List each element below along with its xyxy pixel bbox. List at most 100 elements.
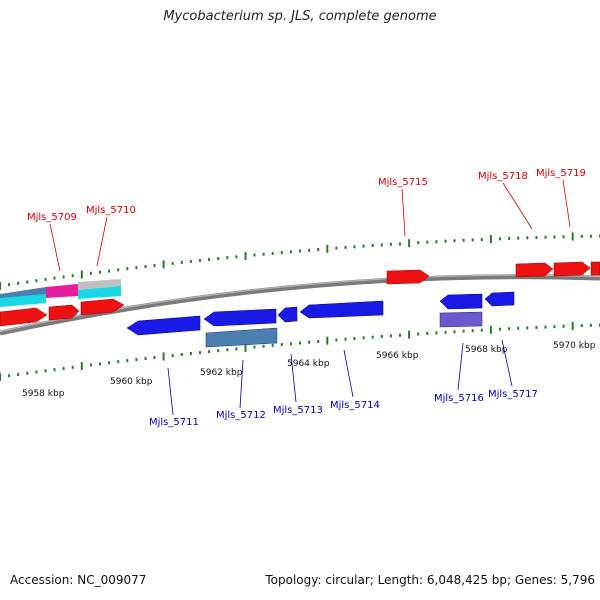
cyan-feature-bar-2[interactable] [78, 286, 121, 299]
forward-scale-ticks [0, 232, 600, 290]
minor-tick [99, 270, 101, 274]
steel-feature-mjls-5712[interactable] [205, 327, 278, 348]
minor-tick [389, 242, 392, 246]
minor-tick [508, 236, 511, 240]
minor-tick [544, 325, 547, 329]
scale-label-5966: 5966 kbp [376, 351, 419, 361]
major-tick [408, 239, 411, 248]
minor-tick [26, 371, 29, 375]
gene-arrow-forward-2[interactable] [48, 304, 80, 321]
minor-tick [580, 234, 583, 238]
minor-tick [444, 239, 447, 243]
gene-arrow-mjls-5718[interactable] [515, 262, 554, 278]
minor-tick [280, 343, 283, 347]
gene-arrow-mjls-5713[interactable] [277, 306, 298, 323]
minor-tick [499, 327, 501, 331]
scale-label-5968: 5968 kbp [465, 345, 508, 355]
gene-arrow-mjls-5712[interactable] [203, 308, 277, 327]
minor-tick [426, 240, 429, 244]
minor-tick [535, 326, 538, 329]
gene-arrow-forward-edge[interactable] [590, 261, 600, 276]
gene-arrow-mjls-5714[interactable] [299, 300, 384, 319]
minor-tick [189, 352, 192, 355]
label-mjls-5714[interactable]: Mjls_5714 [330, 400, 380, 411]
scale-label-5970: 5970 kbp [553, 341, 596, 351]
minor-tick [553, 325, 556, 329]
label-mjls-5717[interactable]: Mjls_5717 [488, 389, 538, 400]
gene-arrow-forward-3[interactable] [80, 298, 125, 316]
map-title: Mycobacterium sp. JLS, complete genome [163, 9, 437, 24]
minor-tick [217, 349, 220, 353]
gene-arrow-mjls-5719[interactable] [553, 261, 591, 277]
label-mjls-5716[interactable]: Mjls_5716 [434, 393, 484, 404]
minor-tick [71, 365, 74, 369]
major-tick [489, 325, 492, 334]
minor-tick [317, 248, 320, 251]
minor-tick [53, 368, 56, 372]
minor-tick [8, 283, 11, 287]
scale-label-5960: 5960 kbp [110, 377, 153, 387]
minor-tick [271, 343, 274, 347]
gene-arrow-mjls-5716[interactable] [439, 293, 483, 310]
minor-tick [53, 276, 56, 280]
minor-tick [589, 323, 592, 327]
major-tick [571, 232, 574, 241]
left-feature-strips [0, 279, 121, 307]
gene-arrow-forward-1[interactable] [0, 307, 48, 327]
minor-tick [226, 256, 229, 260]
label-mjls-5710[interactable]: Mjls_5710 [86, 205, 136, 216]
minor-tick [171, 261, 174, 265]
label-mjls-5713[interactable]: Mjls_5713 [273, 405, 323, 416]
minor-tick [344, 337, 347, 341]
label-mjls-5718[interactable]: Mjls_5718 [478, 171, 528, 182]
scale-label-5964: 5964 kbp [287, 359, 330, 369]
minor-tick [289, 250, 292, 254]
minor-tick [335, 338, 338, 342]
label-mjls-5719[interactable]: Mjls_5719 [536, 168, 586, 179]
minor-tick [135, 358, 138, 362]
minor-tick [299, 341, 301, 345]
major-tick [326, 244, 329, 253]
minor-tick [71, 274, 74, 278]
forward-genes [0, 261, 600, 327]
minor-tick [299, 249, 301, 253]
major-tick [489, 235, 492, 244]
minor-tick [126, 359, 129, 363]
label-mjls-5711[interactable]: Mjls_5711 [149, 417, 199, 428]
minor-tick [308, 248, 311, 252]
minor-tick [526, 236, 529, 240]
major-tick [244, 344, 247, 352]
minor-tick [417, 241, 420, 245]
minor-tick [562, 235, 565, 239]
minor-tick [108, 269, 111, 273]
minor-tick [135, 266, 138, 270]
gene-arrow-mjls-5717[interactable] [484, 291, 515, 307]
minor-tick [217, 257, 220, 261]
minor-tick [235, 347, 238, 351]
minor-tick [271, 251, 274, 255]
minor-tick [544, 235, 547, 239]
gene-arrow-mjls-5715[interactable] [386, 269, 430, 285]
minor-tick [399, 242, 401, 246]
label-mjls-5709[interactable]: Mjls_5709 [27, 212, 77, 223]
genome-stats-text: Topology: circular; Length: 6,048,425 bp… [265, 573, 595, 587]
forward-gene-labels: Mjls_5709 Mjls_5710 Mjls_5715 Mjls_5718 … [27, 168, 586, 272]
gene-arrow-mjls-5711[interactable] [126, 315, 201, 336]
minor-tick [153, 264, 156, 267]
minor-tick [235, 255, 238, 259]
magenta-feature-bar[interactable] [46, 284, 78, 298]
label-mjls-5712[interactable]: Mjls_5712 [216, 410, 266, 421]
minor-tick [353, 245, 356, 249]
label-mjls-5715[interactable]: Mjls_5715 [378, 177, 428, 188]
minor-tick [117, 268, 120, 272]
minor-tick [99, 362, 101, 366]
minor-tick [62, 275, 65, 279]
cyan-feature-bar-1[interactable] [0, 294, 46, 307]
reverse-gene-labels: Mjls_5711 Mjls_5712 Mjls_5713 Mjls_5714 … [149, 339, 538, 428]
minor-tick [517, 326, 520, 330]
violet-feature-mjls-5716[interactable] [439, 311, 483, 328]
minor-tick [508, 327, 511, 331]
major-tick [162, 260, 165, 269]
